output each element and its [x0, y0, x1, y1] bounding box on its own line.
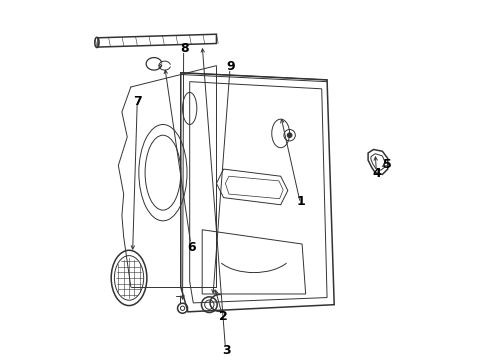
Text: 4: 4 [373, 167, 381, 180]
Text: 3: 3 [222, 344, 231, 357]
Text: 1: 1 [297, 195, 306, 208]
Text: 5: 5 [383, 158, 392, 171]
Text: 9: 9 [226, 60, 235, 73]
Text: 2: 2 [219, 310, 227, 323]
Text: 6: 6 [187, 241, 196, 254]
Text: 7: 7 [134, 95, 142, 108]
Circle shape [288, 133, 292, 137]
Text: 8: 8 [180, 42, 189, 55]
